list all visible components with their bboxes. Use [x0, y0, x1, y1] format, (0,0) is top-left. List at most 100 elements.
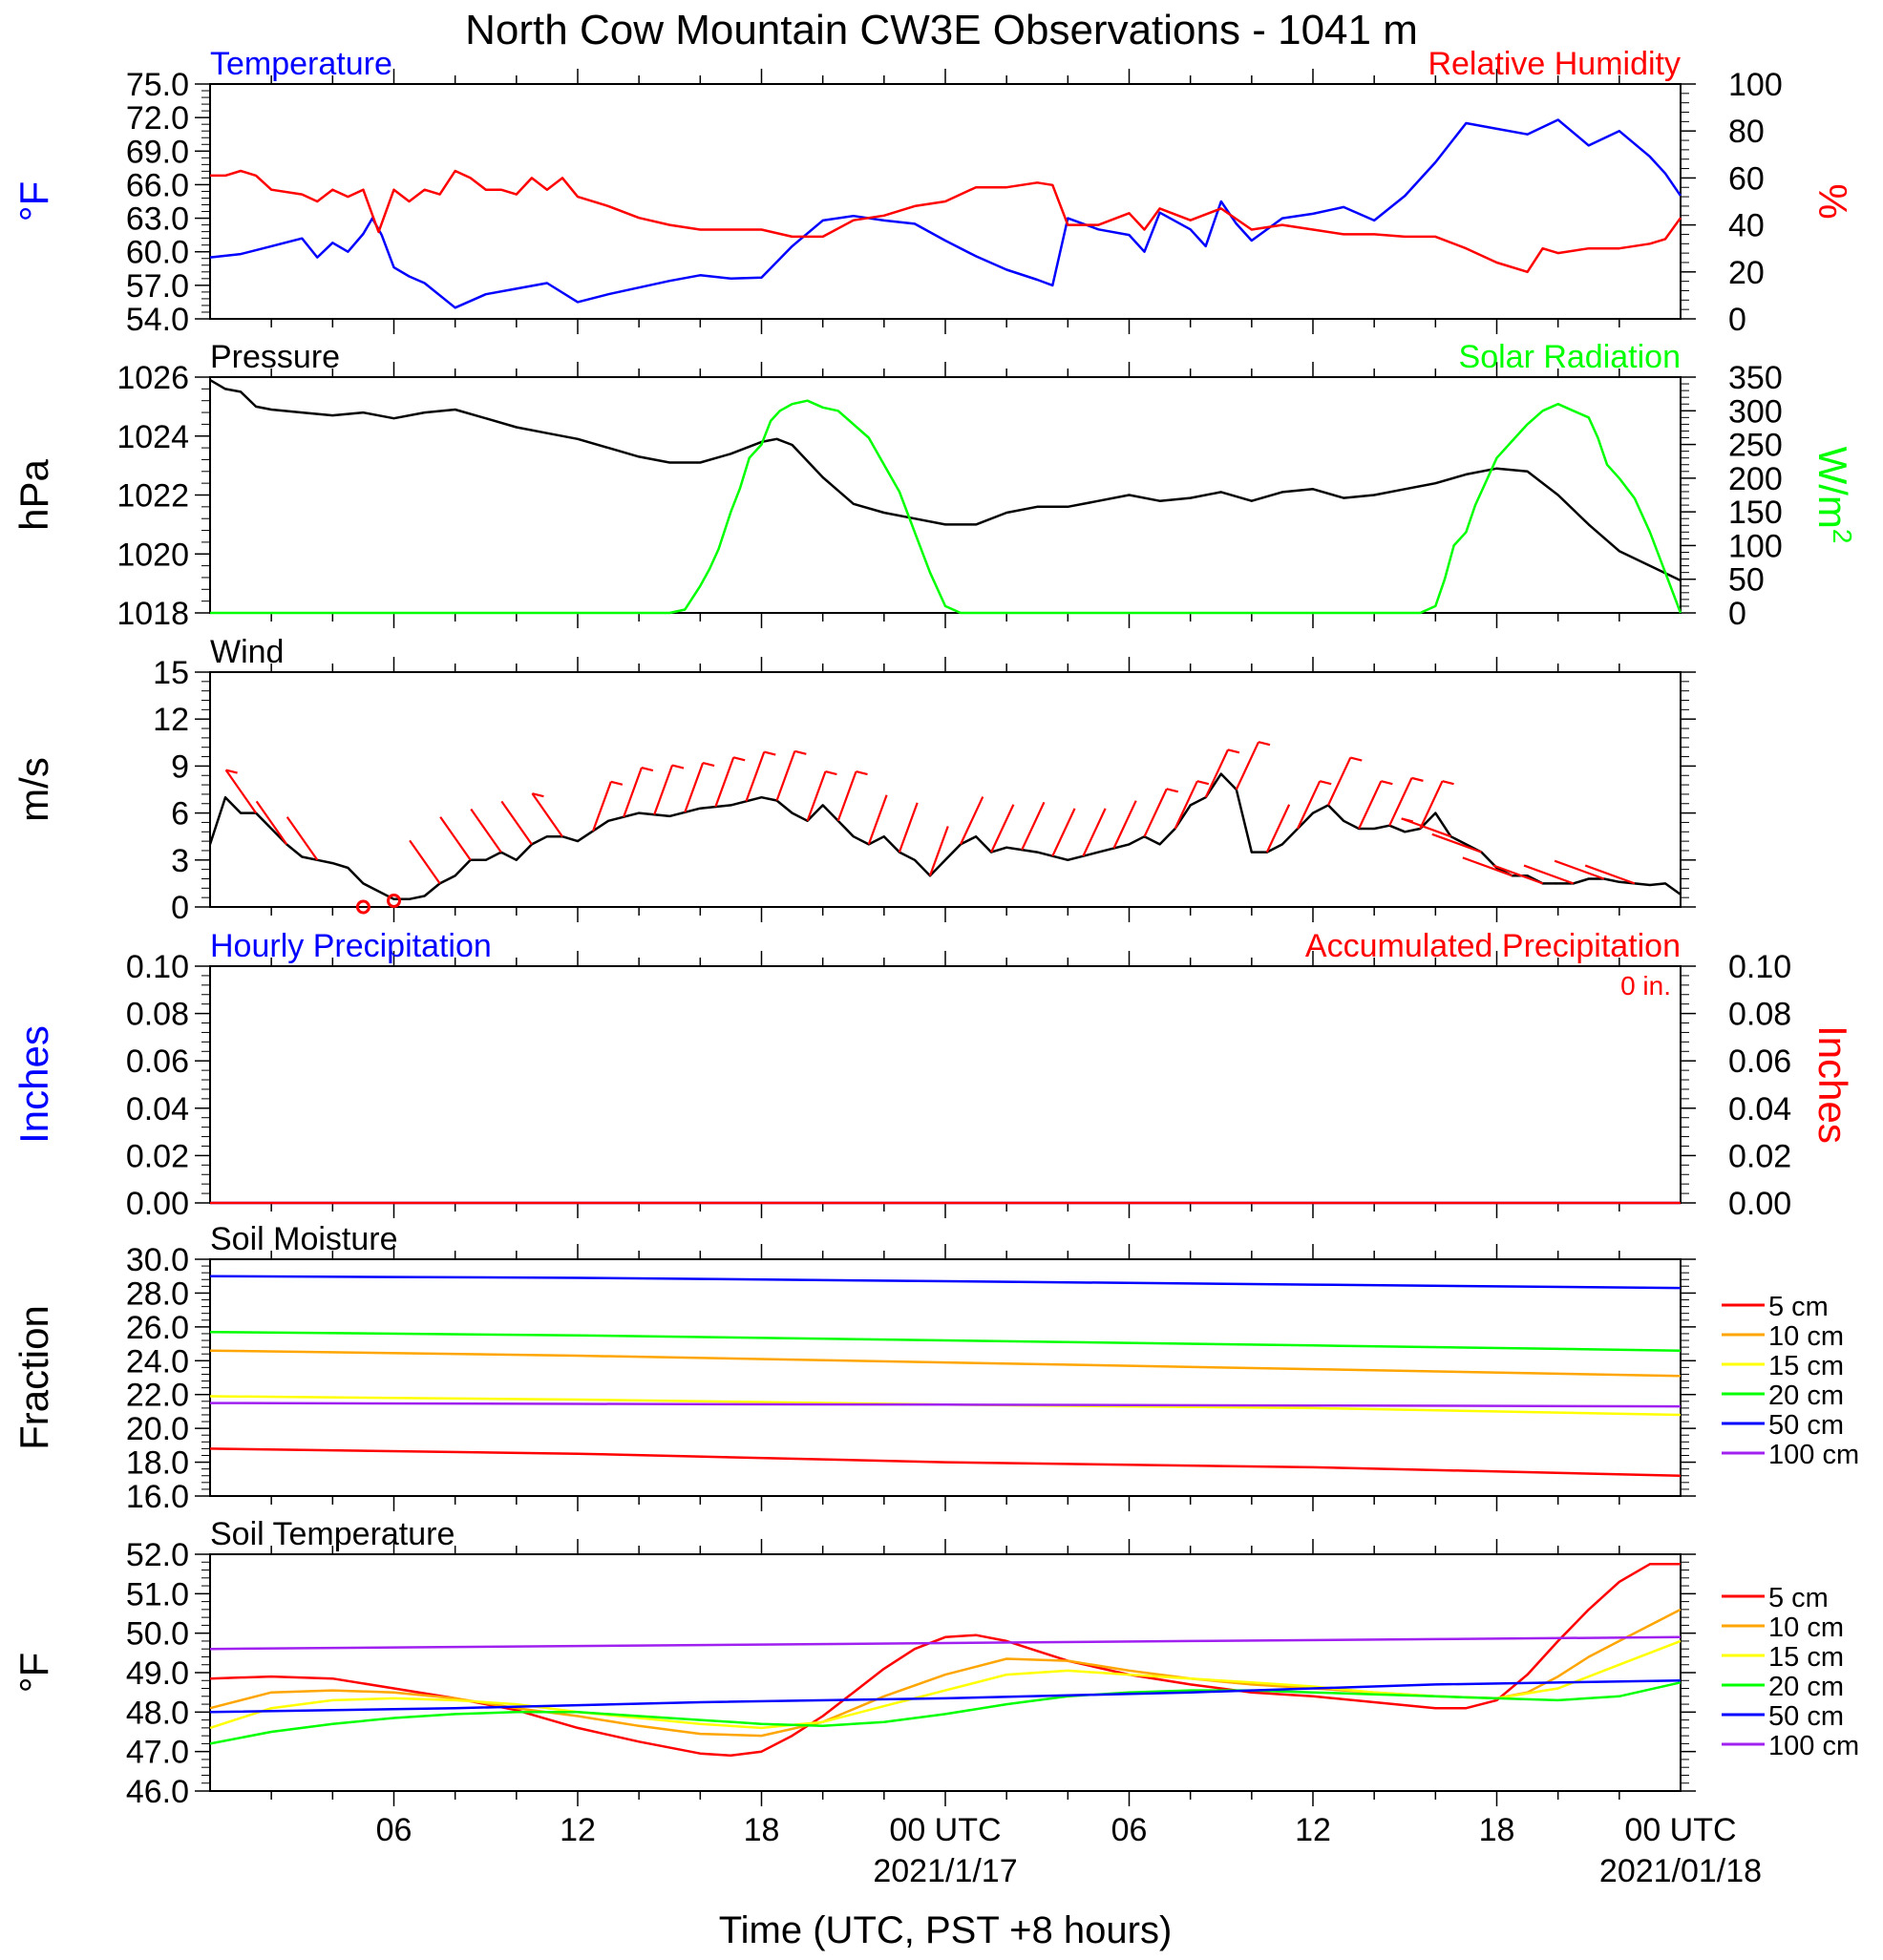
legend-label: 100 cm	[1768, 1731, 1859, 1761]
y-tick-label: 50.0	[126, 1616, 189, 1653]
x-tick-label: 06	[1111, 1812, 1148, 1848]
wind-barb	[1431, 832, 1482, 854]
x-tick-label: 00 UTC	[889, 1812, 1001, 1848]
y-axis-title-right: W/m2	[1810, 447, 1858, 544]
series-line-relative-humidity	[210, 169, 1682, 274]
y-tick-label: 18.0	[126, 1445, 189, 1482]
wind-barb-feather	[825, 770, 837, 776]
wind-barb-feather	[1442, 780, 1454, 786]
wind-barb	[224, 769, 258, 814]
legend-label: 10 cm	[1768, 1321, 1844, 1352]
y-tick-label: 20.0	[126, 1411, 189, 1447]
wind-barbs	[224, 741, 1636, 915]
wind-barb-feather	[732, 756, 746, 762]
panel-title-left: Soil Moisture	[210, 1221, 398, 1257]
wind-barb-feather	[702, 762, 715, 768]
wind-barb-feather	[671, 764, 685, 769]
y-tick-label: 47.0	[126, 1735, 189, 1771]
wind-barb	[1143, 788, 1168, 837]
wind-barb	[470, 808, 502, 854]
wind-barb	[286, 816, 319, 861]
panels: 75.072.069.066.063.060.057.054.010080604…	[11, 46, 1859, 1810]
y-tick-label: 66.0	[126, 167, 189, 203]
legend-label: 20 cm	[1768, 1380, 1844, 1411]
x-tick-label: 12	[1295, 1812, 1331, 1848]
y-tick-label: 0.08	[126, 997, 189, 1033]
y-axis-title-left: Fraction	[11, 1305, 56, 1450]
legend-label: 50 cm	[1768, 1410, 1844, 1441]
y-tick-label: 60.0	[126, 235, 189, 271]
legend-label: 5 cm	[1768, 1292, 1829, 1322]
panel-title-right: Accumulated Precipitation	[1305, 928, 1681, 964]
x-axis-label: Time (UTC, PST +8 hours)	[719, 1909, 1173, 1951]
y-tick-label: 0.06	[126, 1043, 189, 1080]
wind-barb	[898, 802, 919, 853]
wind-barb	[684, 762, 705, 813]
y-tick-label: 6	[171, 796, 189, 832]
wind-barb	[1265, 804, 1291, 854]
wind-barb	[745, 751, 766, 802]
wind-barb	[714, 756, 735, 808]
x-axis-ticks: 06 12 18 00 UTC 2021/1/17 06 12 18 00 UTC 2021/01…	[376, 1812, 1763, 1889]
panel-title-left: Soil Temperature	[210, 1516, 455, 1552]
y-tick-label: 0.10	[126, 949, 189, 985]
series-line-20-cm	[209, 1681, 1682, 1745]
y-tick-label: 12	[153, 702, 189, 738]
series-line-solar-radiation	[210, 399, 1682, 615]
y-right-tick-label: 300	[1728, 393, 1783, 430]
y-axis-title-right: %	[1810, 183, 1855, 219]
y-right-tick-label: 0.06	[1728, 1043, 1791, 1080]
y-tick-label: 15	[153, 655, 189, 691]
y-tick-label: 30.0	[126, 1242, 189, 1278]
panel-title-left: Hourly Precipitation	[210, 928, 492, 964]
legend-label: 50 cm	[1768, 1701, 1844, 1732]
y-tick-label: 69.0	[126, 134, 189, 170]
x-tick-label: 18	[1479, 1812, 1515, 1848]
wind-barb	[439, 816, 472, 861]
x-tick-date-label: 2021/01/18	[1599, 1853, 1762, 1889]
wind-barb-feather	[1350, 756, 1363, 762]
series-line-5-cm	[209, 1447, 1682, 1477]
panel-precipitation: 0.10 0.08 0.06 0.04 0.02 0.00 0.10 0.08 0.06 0.04…	[11, 928, 1855, 1222]
x-tick-date-label: 2021/1/17	[873, 1853, 1017, 1889]
y-right-tick-label: 60	[1728, 160, 1765, 197]
y-axis-title-right: Inches	[1810, 1025, 1855, 1144]
y-right-tick-label: 150	[1728, 495, 1783, 531]
wind-barb	[1082, 808, 1107, 857]
wind-barb-feather	[1196, 780, 1210, 786]
panel-soil_temperature: 52.051.0 50.049.048.0 47.046.0 Soil Tempera…	[11, 1516, 1859, 1810]
y-right-tick-label: 0.00	[1728, 1186, 1791, 1222]
wind-barb	[1492, 864, 1544, 885]
wind-barb	[960, 796, 984, 845]
y-tick-label: 3	[171, 843, 189, 879]
wind-barb	[623, 767, 643, 818]
wind-barb	[775, 750, 796, 801]
y-tick-label: 16.0	[126, 1479, 189, 1515]
y-tick-label: 51.0	[126, 1576, 189, 1612]
y-right-tick-label: 80	[1728, 114, 1765, 150]
chart-title: North Cow Mountain CW3E Observations - 1…	[465, 7, 1418, 53]
panel-temperature_rh: 75.072.069.066.063.060.057.054.0 100 80 60 4…	[11, 46, 1855, 338]
x-tick-label: 12	[560, 1812, 596, 1848]
y-tick-label: 63.0	[126, 201, 189, 238]
y-right-tick-label: 0.04	[1728, 1091, 1791, 1128]
y-tick-label: 0.00	[126, 1186, 189, 1222]
wind-barb	[1554, 859, 1605, 880]
panel-pressure_solar: 1026 1024 1022 1020 1018 35030025020015010050…	[11, 339, 1858, 632]
legend-label: 5 cm	[1768, 1583, 1829, 1613]
wind-barb	[836, 770, 857, 822]
wind-barb	[1419, 780, 1444, 830]
x-tick-label: 00 UTC	[1624, 1812, 1736, 1848]
series-line-10-cm	[209, 1349, 1682, 1378]
legend-label: 15 cm	[1768, 1351, 1844, 1381]
y-tick-label: 1022	[116, 478, 189, 515]
wind-barb-feather	[610, 780, 624, 786]
wind-barb	[1388, 777, 1413, 827]
wind-barb-feather	[1381, 780, 1393, 786]
y-tick-label: 22.0	[126, 1378, 189, 1414]
y-right-tick-label: 100	[1728, 528, 1783, 564]
wind-barb	[867, 794, 888, 845]
wind-barb	[1112, 800, 1137, 849]
wind-barb-feather	[1401, 817, 1413, 823]
